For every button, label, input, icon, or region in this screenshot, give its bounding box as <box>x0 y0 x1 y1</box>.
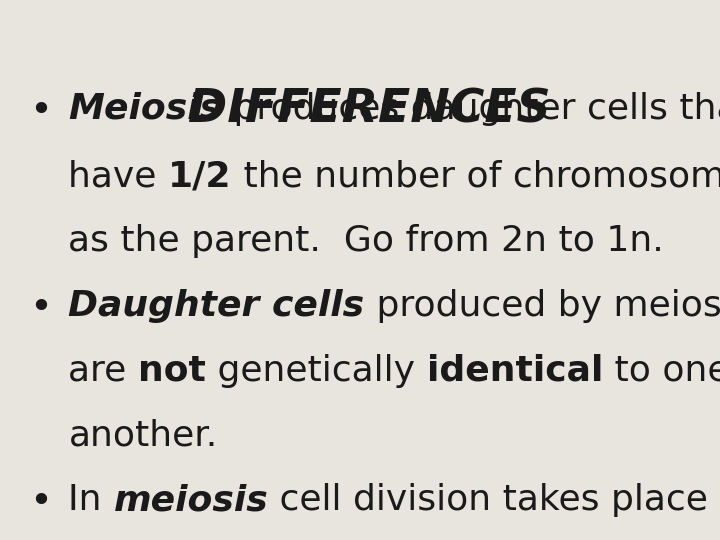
Text: genetically: genetically <box>206 354 426 388</box>
Text: cell division takes place: cell division takes place <box>268 483 708 517</box>
Text: not: not <box>138 354 206 388</box>
Text: have: have <box>68 159 168 193</box>
Text: are: are <box>68 354 138 388</box>
Text: produced by meiosis: produced by meiosis <box>364 289 720 323</box>
Text: the number of chromosomes: the number of chromosomes <box>232 159 720 193</box>
Text: 1/2: 1/2 <box>168 159 232 193</box>
Text: Daughter cells: Daughter cells <box>68 289 364 323</box>
Text: •: • <box>29 483 52 521</box>
Text: Meiosis: Meiosis <box>68 92 222 126</box>
Text: as the parent.  Go from 2n to 1n.: as the parent. Go from 2n to 1n. <box>68 224 664 258</box>
Text: •: • <box>29 289 52 327</box>
Text: meiosis: meiosis <box>114 483 268 517</box>
Text: to one: to one <box>603 354 720 388</box>
Text: another.: another. <box>68 418 217 453</box>
Text: produces daughter cells that: produces daughter cells that <box>222 92 720 126</box>
Text: In: In <box>68 483 114 517</box>
Text: identical: identical <box>426 354 603 388</box>
Text: •: • <box>29 92 52 130</box>
Text: DIFFERENCES: DIFFERENCES <box>188 87 550 133</box>
